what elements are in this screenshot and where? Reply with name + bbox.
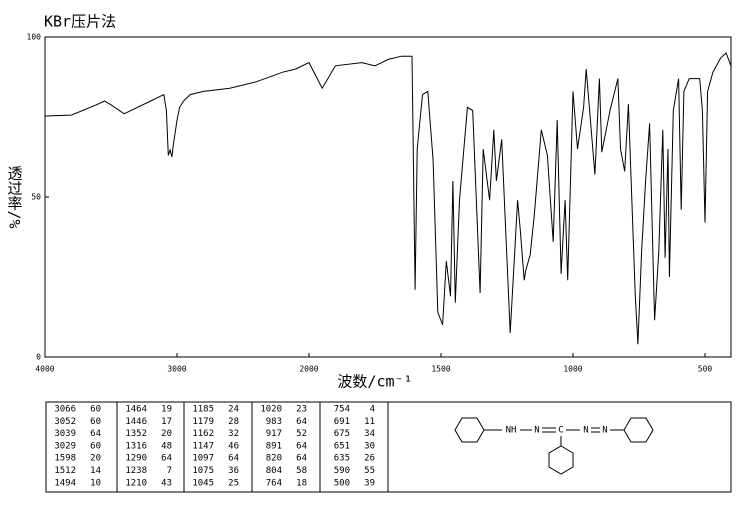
peak-wavenumber: 1598	[54, 454, 76, 464]
peak-wavenumber: 1179	[192, 417, 214, 427]
peak-wavenumber: 3066	[54, 405, 76, 415]
peak-wavenumber: 635	[334, 454, 350, 464]
peak-transmittance: 64	[161, 454, 172, 464]
peak-wavenumber: 691	[334, 417, 350, 427]
x-tick-label: 500	[698, 365, 713, 374]
peak-transmittance: 19	[161, 405, 172, 415]
x-tick-label: 4000	[35, 365, 54, 374]
structure-frame	[387, 401, 732, 493]
peak-transmittance: 58	[296, 466, 307, 476]
peak-wavenumber: 983	[266, 417, 282, 427]
table-dividers	[116, 402, 321, 492]
peak-wavenumber: 3052	[54, 417, 76, 427]
peak-wavenumber: 1045	[192, 478, 214, 488]
peak-wavenumber: 917	[266, 429, 282, 439]
peak-transmittance: 20	[90, 454, 101, 464]
peak-transmittance: 39	[364, 478, 375, 488]
peak-transmittance: 11	[364, 417, 375, 427]
peak-wavenumber: 1464	[125, 405, 147, 415]
peak-transmittance: 36	[228, 466, 239, 476]
peak-transmittance: 24	[228, 405, 239, 415]
peak-transmittance: 64	[296, 454, 307, 464]
peak-wavenumber: 804	[266, 466, 282, 476]
atom-label: N	[583, 426, 588, 436]
peak-wavenumber: 1097	[192, 454, 214, 464]
peak-wavenumber: 754	[334, 405, 350, 415]
x-tick-label: 1500	[431, 365, 450, 374]
peak-transmittance: 55	[364, 466, 375, 476]
peak-transmittance: 7	[167, 466, 172, 476]
structure-bonds	[454, 417, 654, 475]
peak-transmittance: 18	[296, 478, 307, 488]
peak-wavenumber: 891	[266, 441, 282, 451]
peak-wavenumber: 1512	[54, 466, 76, 476]
peak-transmittance: 28	[228, 417, 239, 427]
x-tick-label: 2000	[299, 365, 318, 374]
peak-wavenumber: 1446	[125, 417, 147, 427]
peak-transmittance: 23	[296, 405, 307, 415]
peak-transmittance: 30	[364, 441, 375, 451]
peak-wavenumber: 1162	[192, 429, 214, 439]
peak-wavenumber: 1316	[125, 441, 147, 451]
peak-wavenumber: 1352	[125, 429, 147, 439]
peak-wavenumber: 3039	[54, 429, 76, 439]
peak-wavenumber: 1147	[192, 441, 214, 451]
y-tick-label: 0	[36, 353, 41, 362]
peak-transmittance: 60	[90, 405, 101, 415]
peak-wavenumber: 1210	[125, 478, 147, 488]
chart-title: KBr压片法	[44, 13, 116, 31]
peak-wavenumber: 3029	[54, 441, 76, 451]
x-axis-label: 波数/cm⁻¹	[337, 373, 412, 391]
peak-transmittance: 34	[364, 429, 375, 439]
peak-transmittance: 10	[90, 478, 101, 488]
peak-transmittance: 60	[90, 441, 101, 451]
spectrum-line	[44, 52, 732, 345]
peak-transmittance: 17	[161, 417, 172, 427]
peak-wavenumber: 1075	[192, 466, 214, 476]
peak-wavenumber: 1238	[125, 466, 147, 476]
peak-transmittance: 20	[161, 429, 172, 439]
atom-label: C	[558, 426, 563, 436]
y-tick-label: 100	[27, 33, 42, 42]
atom-label: NH	[506, 426, 517, 436]
peak-wavenumber: 500	[334, 478, 350, 488]
peak-transmittance: 64	[296, 441, 307, 451]
peak-wavenumber: 675	[334, 429, 350, 439]
peak-wavenumber: 1185	[192, 405, 214, 415]
y-axis-label: 透过率/%	[6, 165, 24, 228]
peak-transmittance: 64	[90, 429, 101, 439]
peak-transmittance: 46	[228, 441, 239, 451]
plot-frame	[44, 36, 732, 358]
y-tick-label: 50	[31, 193, 41, 202]
peak-transmittance: 64	[296, 417, 307, 427]
peak-wavenumber: 1020	[260, 405, 282, 415]
atom-label: N	[602, 426, 607, 436]
x-tick-label: 3000	[167, 365, 186, 374]
atom-label: N	[534, 426, 539, 436]
peak-wavenumber: 764	[266, 478, 282, 488]
peak-wavenumber: 820	[266, 454, 282, 464]
peak-transmittance: 32	[228, 429, 239, 439]
peak-wavenumber: 1494	[54, 478, 76, 488]
peak-transmittance: 14	[90, 466, 101, 476]
peak-transmittance: 26	[364, 454, 375, 464]
x-tick-label: 1000	[563, 365, 582, 374]
peak-transmittance: 60	[90, 417, 101, 427]
peak-transmittance: 25	[228, 478, 239, 488]
peak-wavenumber: 590	[334, 466, 350, 476]
peak-transmittance: 43	[161, 478, 172, 488]
peak-wavenumber: 1290	[125, 454, 147, 464]
peak-wavenumber: 651	[334, 441, 350, 451]
peak-transmittance: 52	[296, 429, 307, 439]
peak-transmittance: 4	[370, 405, 375, 415]
peak-transmittance: 64	[228, 454, 239, 464]
peak-transmittance: 48	[161, 441, 172, 451]
